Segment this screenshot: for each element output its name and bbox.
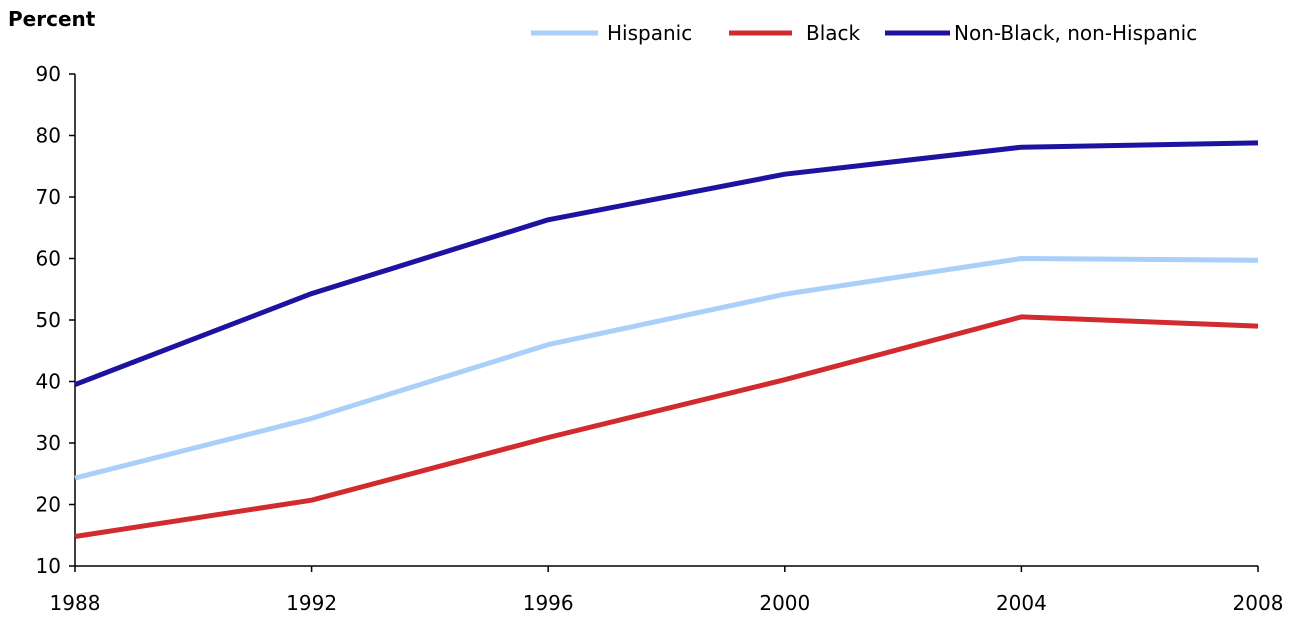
legend: Hispanic Black Non-Black, non-Hispanic: [531, 21, 1197, 45]
y-tick-label: 40: [36, 370, 61, 394]
legend-label-non-black-non-hispanic: Non-Black, non-Hispanic: [954, 21, 1197, 45]
y-axis-title: Percent: [8, 7, 96, 31]
x-tick-label: 2004: [996, 591, 1047, 615]
legend-label-hispanic: Hispanic: [607, 21, 692, 45]
series-line-hispanic: [74, 256, 1259, 481]
y-tick-label: 80: [36, 124, 61, 148]
series-lines: [74, 140, 1259, 539]
y-tick-label: 20: [36, 493, 61, 517]
y-tick-label: 10: [36, 554, 61, 578]
series-line-non-black-non-hispanic: [74, 140, 1259, 387]
x-tick-label: 1996: [523, 591, 574, 615]
x-tick-label: 1988: [50, 591, 101, 615]
y-tick-label: 50: [36, 308, 61, 332]
y-tick-label: 90: [36, 62, 61, 86]
y-tick-label: 70: [36, 185, 61, 209]
x-tick-label: 1992: [286, 591, 337, 615]
series-line-black: [74, 314, 1259, 539]
x-tick-label: 2000: [759, 591, 810, 615]
y-tick-label: 60: [36, 247, 61, 271]
legend-label-black: Black: [806, 21, 861, 45]
axes: 10 20 30 40 50 60 70 80 90 1988 1992 1996 2000 2004 20…: [36, 62, 1284, 615]
y-tick-label: 30: [36, 431, 61, 455]
x-tick-label: 2008: [1233, 591, 1284, 615]
